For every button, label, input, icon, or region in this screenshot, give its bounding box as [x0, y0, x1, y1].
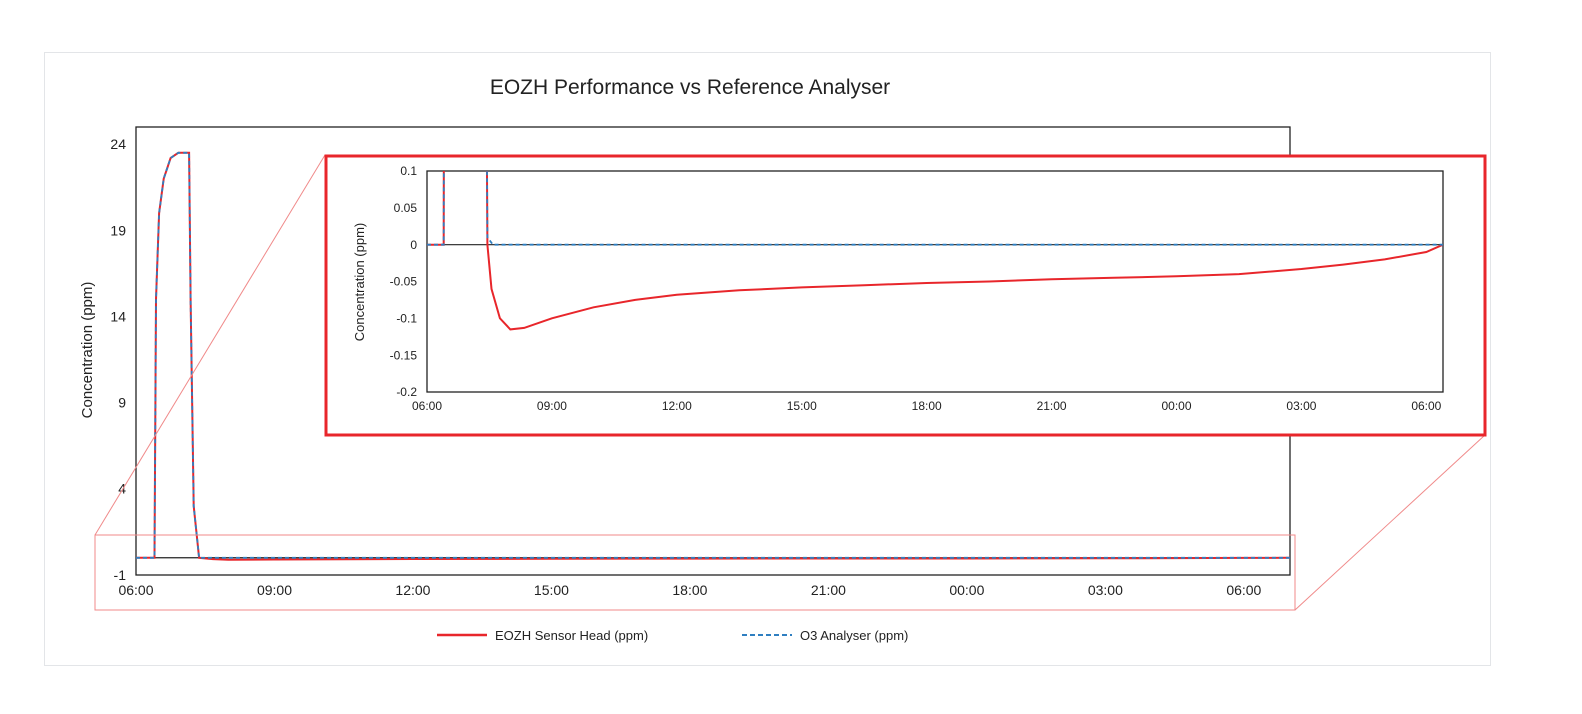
chart-title: EOZH Performance vs Reference Analyser	[490, 76, 890, 99]
zoom-connector-right	[1294, 434, 1486, 611]
x-tick-label: 18:00	[912, 399, 942, 413]
plot-area-frame	[426, 170, 1444, 393]
zoom-connector-left	[94, 154, 326, 536]
x-tick-label: 15:00	[787, 399, 817, 413]
y-tick-label: 9	[118, 395, 126, 411]
x-tick-label: 12:00	[662, 399, 692, 413]
main-y-axis-label: Concentration (ppm)	[79, 282, 96, 419]
series-line-analyser	[136, 151, 1290, 559]
x-tick-label: 06:00	[1226, 582, 1261, 598]
x-tick-label: 09:00	[257, 582, 292, 598]
x-tick-label: 06:00	[412, 399, 442, 413]
y-tick-label: -1	[114, 567, 127, 583]
x-tick-label: 00:00	[1161, 399, 1191, 413]
zoom-region-box	[94, 534, 1296, 611]
y-tick-label: 0	[410, 238, 417, 252]
y-tick-label: 0.1	[400, 164, 417, 178]
inset-frame	[324, 154, 1487, 437]
y-tick-label: 0.05	[394, 201, 418, 215]
y-tick-label: -0.15	[390, 348, 418, 362]
x-tick-label: 03:00	[1286, 399, 1316, 413]
x-tick-label: 00:00	[949, 582, 984, 598]
y-tick-label: 4	[118, 481, 126, 497]
y-tick-label: 19	[110, 222, 126, 238]
x-tick-label: 21:00	[811, 582, 846, 598]
x-tick-label: 03:00	[1088, 582, 1123, 598]
legend-label-analyser: O3 Analyser (ppm)	[800, 628, 908, 643]
series-line-analyser	[427, 171, 1443, 246]
x-tick-label: 06:00	[1411, 399, 1441, 413]
inset-y-axis-label: Concentration (ppm)	[352, 223, 367, 342]
series-line-sensor	[427, 171, 1443, 331]
y-tick-label: -0.2	[396, 385, 417, 399]
legend-label-sensor: EOZH Sensor Head (ppm)	[495, 628, 648, 643]
y-tick-label: -0.1	[396, 312, 417, 326]
y-tick-label: -0.05	[390, 275, 418, 289]
y-tick-label: 24	[110, 136, 126, 152]
x-tick-label: 09:00	[537, 399, 567, 413]
x-tick-label: 21:00	[1037, 399, 1067, 413]
x-tick-label: 18:00	[672, 582, 707, 598]
x-tick-label: 12:00	[395, 582, 430, 598]
x-tick-label: 06:00	[118, 582, 153, 598]
legend: EOZH Sensor Head (ppm) O3 Analyser (ppm)	[437, 628, 908, 643]
x-tick-label: 15:00	[534, 582, 569, 598]
y-tick-label: 14	[110, 308, 126, 324]
